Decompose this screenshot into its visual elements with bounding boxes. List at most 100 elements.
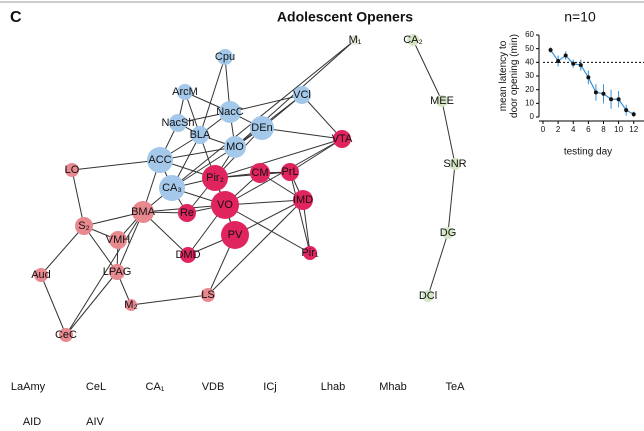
title: Adolescent Openers xyxy=(277,9,413,25)
point xyxy=(609,97,614,102)
node-label: CA₂ xyxy=(403,34,423,46)
x-tick-label: 4 xyxy=(571,125,576,134)
isolated-node-label: CA₁ xyxy=(146,381,165,393)
edge xyxy=(65,271,118,336)
point xyxy=(571,61,576,66)
node xyxy=(132,201,154,223)
isolated-node-label: Mhab xyxy=(379,381,407,393)
node xyxy=(201,288,215,302)
panel-label: C xyxy=(10,9,22,26)
edge xyxy=(199,56,226,136)
node xyxy=(442,227,454,239)
node-label: LPAG xyxy=(103,266,132,278)
edge xyxy=(71,169,85,227)
node-label: IMD xyxy=(293,194,313,206)
edge xyxy=(65,211,144,336)
point xyxy=(616,97,621,102)
node-label: LO xyxy=(65,164,80,176)
edge xyxy=(171,39,356,189)
node-label: MO xyxy=(226,141,244,153)
node xyxy=(65,163,79,177)
y-axis-label: mean latency todoor opening (min) xyxy=(498,34,520,118)
point xyxy=(548,48,553,53)
isolated-node-label: AIV xyxy=(86,416,104,428)
y-tick-label: 50 xyxy=(525,44,534,53)
edge xyxy=(207,199,304,296)
node xyxy=(159,175,185,201)
isolated-node-label: AID xyxy=(23,416,41,428)
y-tick-label: 30 xyxy=(525,71,534,80)
edge xyxy=(130,294,209,306)
node-label: ArcM xyxy=(172,86,198,98)
node-label: PrL xyxy=(281,166,298,178)
point xyxy=(556,58,561,63)
edge xyxy=(40,225,85,276)
node xyxy=(211,191,239,219)
point xyxy=(624,108,629,113)
node-label: BMA xyxy=(131,206,156,218)
node-label: CM xyxy=(251,167,268,179)
node-label: Pir₂ xyxy=(206,172,224,184)
edge xyxy=(83,225,118,273)
node xyxy=(293,86,311,104)
node-label: VMH xyxy=(106,234,131,246)
node-label: BLA xyxy=(190,129,211,141)
node xyxy=(303,246,317,260)
edge xyxy=(441,100,456,165)
edge xyxy=(229,94,303,113)
node-label: Aud xyxy=(31,269,51,281)
node xyxy=(224,136,246,158)
node-label: VO xyxy=(217,199,233,211)
node-label: M₁ xyxy=(349,34,362,46)
edge xyxy=(261,127,343,140)
node xyxy=(34,268,48,282)
node xyxy=(217,49,233,65)
x-tick-label: 0 xyxy=(541,125,546,134)
node-label: LS xyxy=(201,289,214,301)
node-label: Pir₁ xyxy=(301,247,318,259)
edge xyxy=(71,159,161,171)
y-tick-label: 20 xyxy=(525,85,534,94)
x-tick-label: 2 xyxy=(556,125,561,134)
point xyxy=(631,112,636,117)
node-label: MEE xyxy=(430,95,454,107)
edge xyxy=(447,163,456,234)
node-label: M₂ xyxy=(124,299,137,311)
point xyxy=(563,53,568,58)
y-tick-label: 10 xyxy=(525,98,534,107)
edge xyxy=(214,138,343,179)
isolated-node-label: LaAmy xyxy=(11,381,46,393)
node xyxy=(422,290,434,302)
edge xyxy=(289,138,343,173)
edge xyxy=(40,274,67,336)
node-label: NacC xyxy=(216,106,244,118)
x-axis-label: testing day xyxy=(564,147,612,158)
node-label: CeC xyxy=(55,329,77,341)
y-tick-label: 0 xyxy=(530,112,535,121)
point xyxy=(593,90,598,95)
x-tick-label: 8 xyxy=(601,125,606,134)
node-label: SNR xyxy=(443,158,466,170)
node-label: PV xyxy=(228,229,243,241)
isolated-node-label: CeL xyxy=(86,381,106,393)
x-tick-label: 10 xyxy=(614,125,623,134)
node xyxy=(281,163,299,181)
node xyxy=(333,130,351,148)
isolated-node-label: TeA xyxy=(446,381,466,393)
node xyxy=(177,84,193,100)
node xyxy=(350,35,360,45)
node-label: CA₃ xyxy=(162,182,182,194)
node xyxy=(449,158,461,170)
y-tick-label: 60 xyxy=(525,30,534,39)
y-tick-label: 40 xyxy=(525,57,534,66)
node xyxy=(221,221,249,249)
node-label: DEn xyxy=(251,122,272,134)
node xyxy=(219,101,241,123)
isolated-node-label: Lhab xyxy=(321,381,345,393)
node-label: ACC xyxy=(148,154,171,166)
node xyxy=(191,126,209,144)
node-label: VCl xyxy=(293,89,311,101)
node xyxy=(59,328,73,342)
chart-title: n=10 xyxy=(564,9,596,25)
